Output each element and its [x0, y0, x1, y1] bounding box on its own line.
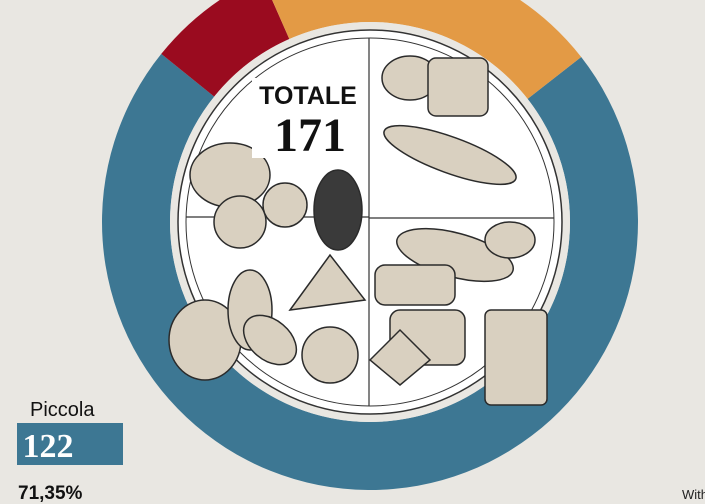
- value-label: 122: [23, 428, 74, 465]
- plate: [169, 22, 570, 422]
- chart: TOTALE 171 Piccola 122 71,35% With: [0, 0, 705, 504]
- total-label: TOTALE: [259, 82, 357, 110]
- source: With: [682, 487, 705, 502]
- percent-label: 71,35%: [18, 483, 83, 504]
- category-label: Piccola: [30, 399, 95, 421]
- total-value: 171: [274, 109, 346, 162]
